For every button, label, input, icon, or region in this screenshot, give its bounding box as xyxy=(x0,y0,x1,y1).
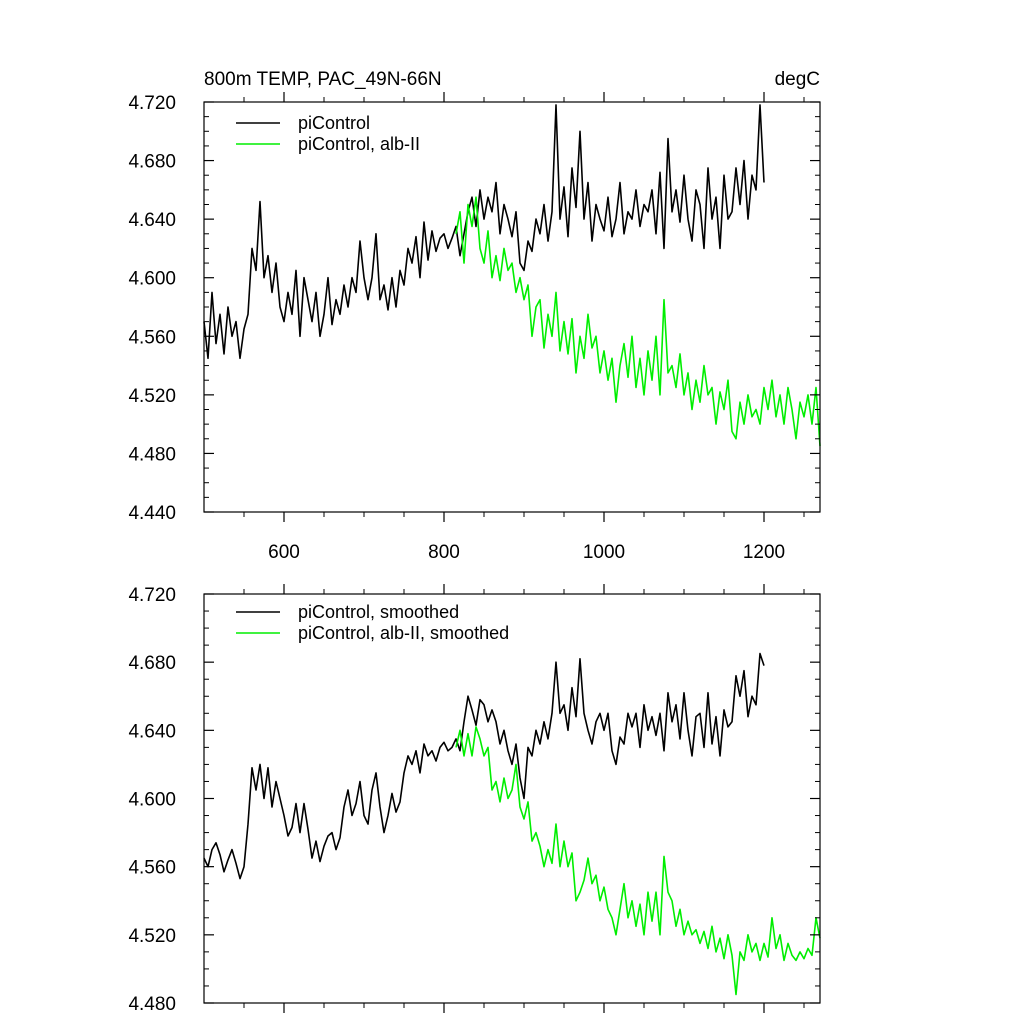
y-tick-label: 4.480 xyxy=(128,444,176,465)
legend-label-picontrol-alb-ii: piControl, alb-II xyxy=(298,134,420,154)
y-tick-label: 4.520 xyxy=(128,926,176,947)
series-line-bottom-0 xyxy=(203,652,765,880)
x-tick-label: 1000 xyxy=(583,542,625,563)
y-tick-label: 4.520 xyxy=(128,386,176,407)
x-tick-label: 800 xyxy=(428,542,460,563)
legend-label-picontrol: piControl xyxy=(298,113,370,133)
y-tick-label: 4.600 xyxy=(128,790,176,811)
bottom-panel-legend: piControl, smoothed piControl, alb-II, s… xyxy=(236,602,509,643)
top-panel-axes: 4.440 4.480 4.520 4.560 4.600 4.640 4.680 4.720… xyxy=(128,92,821,563)
bottom-panel-axes: 4.480 4.520 4.560 4.600 4.640 4.680 4.720 xyxy=(128,584,821,1015)
top-panel: 800m TEMP, PAC_49N-66N degC 4.4404.4804.… xyxy=(128,69,821,563)
y-tick-label: 4.560 xyxy=(128,858,176,879)
x-tick-label: 1200 xyxy=(743,542,785,563)
y-tick-label: 4.720 xyxy=(128,585,176,606)
y-tick-label: 4.680 xyxy=(128,653,176,674)
y-tick-label: 4.720 xyxy=(128,93,176,114)
legend-label-picontrol-smoothed: piControl, smoothed xyxy=(298,602,459,622)
top-panel-legend: piControl piControl, alb-II xyxy=(236,113,420,154)
legend-label-picontrol-alb-ii-smoothed: piControl, alb-II, smoothed xyxy=(298,623,509,643)
series-line-top-1 xyxy=(455,196,821,447)
top-panel-series xyxy=(203,104,821,447)
y-tick-label: 4.440 xyxy=(128,503,176,524)
top-panel-title: 800m TEMP, PAC_49N-66N xyxy=(204,69,442,90)
y-tick-label: 4.680 xyxy=(128,152,176,173)
top-panel-units: degC xyxy=(775,69,820,90)
y-tick-label: 4.560 xyxy=(128,327,176,348)
series-line-top-0 xyxy=(203,104,765,360)
y-tick-label: 4.640 xyxy=(128,721,176,742)
x-tick-label: 600 xyxy=(268,542,300,563)
y-tick-label: 4.640 xyxy=(128,210,176,231)
y-tick-label: 4.600 xyxy=(128,269,176,290)
bottom-panel: 4.480 4.520 4.560 4.600 4.640 4.680 4.720 piCo… xyxy=(128,584,821,1015)
y-tick-label: 4.480 xyxy=(128,994,176,1015)
series-line-bottom-1 xyxy=(455,726,821,996)
bottom-panel-series xyxy=(203,652,821,996)
